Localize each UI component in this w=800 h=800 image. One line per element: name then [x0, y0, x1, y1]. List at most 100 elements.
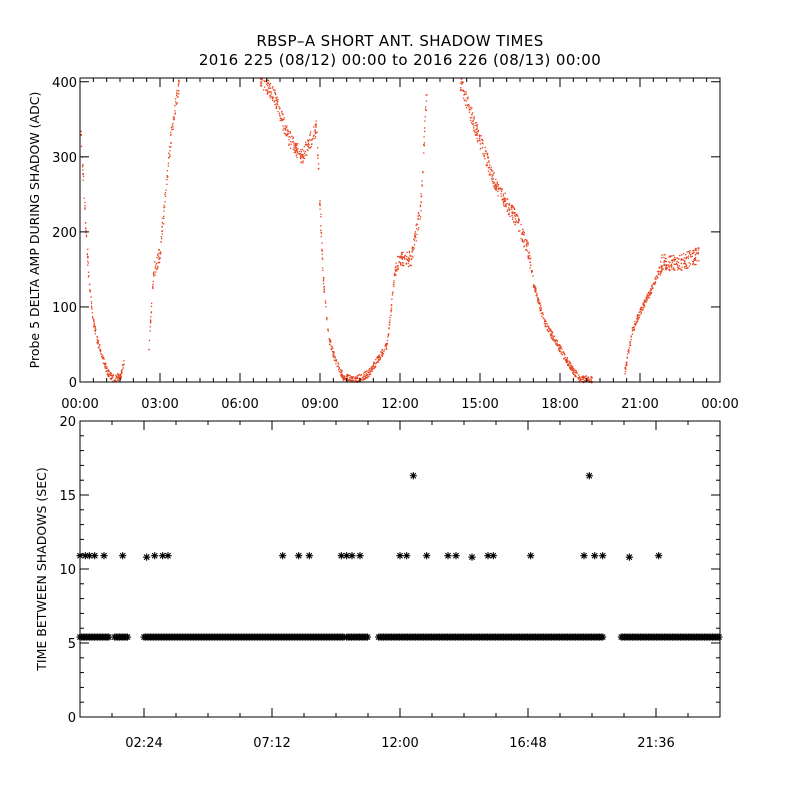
top-data-point: [166, 183, 168, 185]
top-data-point: [493, 185, 495, 188]
bottom-data-point: [489, 552, 497, 560]
top-data-point: [498, 188, 500, 190]
top-data-point: [261, 79, 263, 81]
top-data-point: [89, 289, 91, 291]
top-data-point: [476, 134, 478, 136]
top-data-point: [591, 376, 593, 379]
top-data-point: [413, 238, 415, 240]
top-data-point: [303, 152, 306, 154]
top-data-point: [112, 374, 115, 376]
top-data-point: [174, 113, 176, 115]
top-data-point: [636, 321, 638, 323]
top-data-point: [286, 125, 288, 127]
top-data-point: [166, 175, 168, 177]
top-data-point: [99, 344, 101, 346]
top-data-point: [570, 364, 572, 366]
top-data-point: [629, 341, 631, 343]
top-data-point: [526, 243, 528, 245]
top-data-point: [530, 264, 532, 266]
top-data-point: [677, 269, 679, 271]
top-data-point: [584, 380, 586, 382]
top-data-point: [424, 108, 427, 110]
top-data-point: [633, 326, 635, 328]
top-data-point: [323, 286, 325, 288]
top-data-point: [295, 154, 297, 157]
top-data-point: [518, 230, 520, 232]
top-data-point: [671, 255, 673, 257]
top-data-point: [172, 126, 174, 128]
top-data-point: [178, 93, 180, 95]
top-data-point: [527, 242, 529, 245]
top-data-point: [364, 375, 367, 377]
top-data-point: [402, 256, 404, 258]
top-data-point: [80, 134, 82, 136]
top-data-point: [315, 126, 317, 128]
top-data-point: [96, 338, 98, 341]
top-data-point: [384, 345, 386, 347]
top-data-point: [565, 361, 567, 363]
top-data-point: [579, 378, 582, 381]
top-data-point: [101, 357, 103, 359]
top-data-point: [173, 118, 175, 120]
top-data-point: [502, 199, 504, 201]
top-data-point: [166, 170, 169, 172]
top-data-point: [528, 255, 531, 257]
top-data-point: [397, 265, 399, 267]
top-data-point: [644, 301, 646, 303]
top-data-point: [513, 221, 515, 223]
top-data-point: [686, 267, 689, 269]
top-data-point: [461, 89, 464, 91]
top-data-point: [354, 379, 356, 381]
top-data-point: [649, 291, 651, 294]
top-data-point: [340, 371, 342, 374]
top-data-point: [395, 266, 397, 268]
top-data-point: [631, 333, 634, 335]
top-data-point: [317, 155, 319, 157]
top-data-point: [578, 378, 580, 380]
top-data-point: [351, 376, 353, 378]
top-data-point: [664, 267, 667, 270]
top-data-point: [682, 259, 684, 261]
top-data-point: [417, 218, 419, 220]
top-data-point: [553, 339, 555, 341]
top-data-point: [300, 153, 302, 156]
bottom-data-point: [585, 472, 593, 480]
top-data-point: [109, 377, 111, 380]
top-data-point: [545, 323, 547, 325]
top-data-point: [529, 258, 531, 260]
top-data-point: [634, 323, 636, 325]
top-data-point: [362, 377, 364, 379]
top-data-point: [160, 252, 162, 254]
top-data-point: [313, 126, 315, 128]
top-data-point: [406, 255, 408, 258]
top-data-point: [82, 169, 84, 171]
top-data-point: [385, 348, 388, 350]
top-data-point: [574, 369, 576, 371]
top-data-point: [325, 302, 327, 304]
top-data-point: [320, 216, 322, 218]
top-data-point: [472, 119, 474, 122]
top-data-point: [279, 115, 281, 117]
top-data-point: [266, 93, 269, 95]
top-data-point: [473, 115, 475, 118]
top-data-point: [513, 208, 516, 211]
top-data-point: [379, 354, 381, 356]
top-data-point: [564, 359, 567, 362]
top-data-point: [407, 265, 410, 268]
top-data-point: [655, 278, 657, 280]
top-data-point: [541, 315, 543, 317]
top-data-point: [346, 378, 349, 380]
top-data-point: [122, 367, 124, 369]
top-data-point: [472, 123, 475, 125]
top-data-point: [647, 297, 649, 299]
top-data-point: [567, 365, 570, 367]
top-data-point: [590, 380, 592, 383]
top-data-point: [291, 141, 293, 143]
top-data-point: [370, 371, 372, 373]
top-data-point: [687, 255, 690, 257]
top-data-point: [317, 147, 319, 149]
top-data-point: [414, 231, 417, 233]
top-data-point: [106, 370, 108, 372]
top-data-point: [665, 269, 667, 271]
top-data-point: [172, 122, 174, 125]
